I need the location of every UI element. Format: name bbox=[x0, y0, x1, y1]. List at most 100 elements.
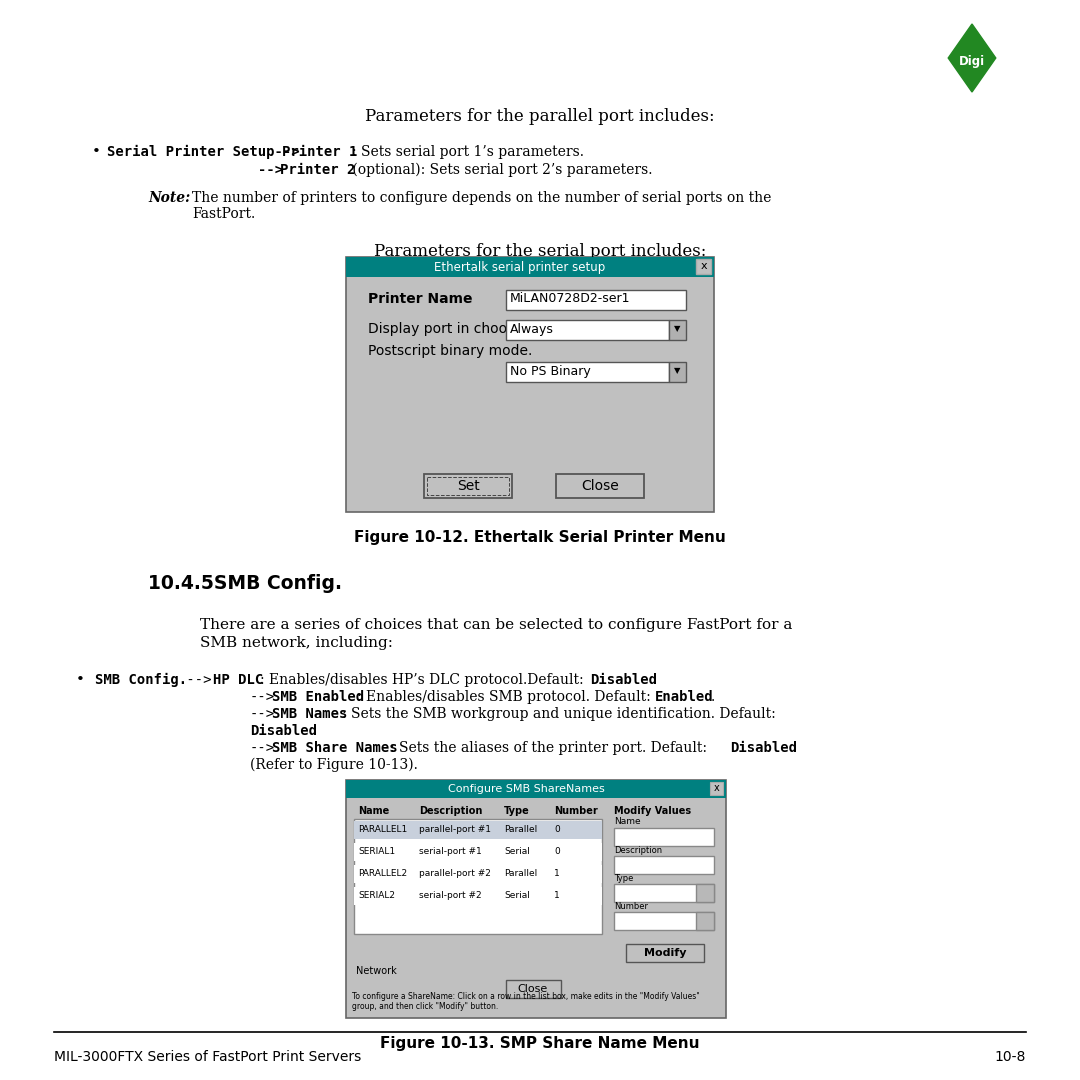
Bar bbox=[615, 912, 714, 930]
Text: Serial: Serial bbox=[504, 847, 530, 855]
Text: 1: 1 bbox=[554, 891, 559, 900]
Text: Description: Description bbox=[419, 806, 483, 816]
Text: ▼: ▼ bbox=[702, 918, 707, 924]
Text: ▼: ▼ bbox=[674, 324, 680, 334]
Text: No PS Binary: No PS Binary bbox=[510, 365, 591, 378]
Text: Parameters for the serial port includes:: Parameters for the serial port includes: bbox=[374, 243, 706, 260]
Polygon shape bbox=[948, 24, 996, 92]
Text: Type: Type bbox=[615, 874, 633, 883]
Text: -->: --> bbox=[249, 707, 275, 721]
Text: PARALLEL1: PARALLEL1 bbox=[357, 824, 407, 834]
Text: Serial: Serial bbox=[504, 891, 530, 900]
Bar bbox=[669, 320, 686, 340]
Bar bbox=[354, 843, 602, 861]
Text: Note:: Note: bbox=[148, 191, 190, 205]
Text: Postscript binary mode.: Postscript binary mode. bbox=[368, 345, 532, 357]
Bar bbox=[669, 362, 686, 382]
Text: Enabled: Enabled bbox=[654, 690, 714, 704]
Bar bbox=[354, 865, 602, 883]
Text: Figure 10-13. SMP Share Name Menu: Figure 10-13. SMP Share Name Menu bbox=[380, 1036, 700, 1051]
Text: : Sets the SMB workgroup and unique identification. Default:: : Sets the SMB workgroup and unique iden… bbox=[342, 707, 775, 721]
Text: Parallel: Parallel bbox=[504, 868, 537, 877]
Bar bbox=[354, 821, 602, 839]
Text: ▼: ▼ bbox=[674, 366, 680, 376]
Text: 0: 0 bbox=[554, 824, 559, 834]
Bar bbox=[507, 320, 669, 340]
Text: HP DLC: HP DLC bbox=[213, 673, 264, 687]
Bar bbox=[346, 780, 726, 798]
Bar bbox=[696, 912, 714, 930]
Text: SMB Names: SMB Names bbox=[272, 707, 348, 721]
Text: : Enables/disables HP’s DLC protocol.Default:: : Enables/disables HP’s DLC protocol.Def… bbox=[260, 673, 588, 687]
Text: Printer 1: Printer 1 bbox=[282, 145, 357, 159]
Text: Printer Name: Printer Name bbox=[368, 292, 473, 306]
Bar bbox=[556, 474, 644, 498]
Text: : Sets serial port 1’s parameters.: : Sets serial port 1’s parameters. bbox=[352, 145, 584, 159]
Text: Always: Always bbox=[510, 323, 554, 336]
Text: parallel-port #2: parallel-port #2 bbox=[419, 868, 491, 877]
Text: MiLAN0728D2-ser1: MiLAN0728D2-ser1 bbox=[510, 293, 631, 306]
Text: 10-8: 10-8 bbox=[995, 1050, 1026, 1064]
Text: Serial Printer Setup-->: Serial Printer Setup--> bbox=[107, 145, 299, 159]
Text: 0: 0 bbox=[554, 847, 559, 855]
Text: SERIAL2: SERIAL2 bbox=[357, 891, 395, 900]
Text: Configure SMB ShareNames: Configure SMB ShareNames bbox=[447, 784, 605, 794]
Bar bbox=[346, 780, 726, 1018]
Text: Disabled: Disabled bbox=[590, 673, 657, 687]
Text: -->: --> bbox=[249, 741, 275, 755]
Text: •: • bbox=[76, 673, 85, 687]
Bar bbox=[507, 291, 686, 310]
Text: Printer 2: Printer 2 bbox=[280, 163, 355, 177]
Text: There are a series of choices that can be selected to configure FastPort for a: There are a series of choices that can b… bbox=[200, 618, 793, 632]
Bar bbox=[507, 980, 561, 998]
Text: serial-port #1: serial-port #1 bbox=[419, 847, 482, 855]
Bar bbox=[710, 782, 723, 795]
Bar bbox=[354, 819, 602, 934]
Text: •: • bbox=[92, 145, 100, 159]
Text: .: . bbox=[653, 673, 658, 687]
Text: : Enables/disables SMB protocol. Default:: : Enables/disables SMB protocol. Default… bbox=[357, 690, 656, 704]
Bar bbox=[615, 885, 714, 902]
Text: SMB Config.: SMB Config. bbox=[95, 673, 187, 687]
Bar bbox=[615, 828, 714, 846]
Text: SMB Enabled: SMB Enabled bbox=[272, 690, 364, 704]
Text: PARALLEL2: PARALLEL2 bbox=[357, 868, 407, 877]
Text: Figure 10-12. Ethertalk Serial Printer Menu: Figure 10-12. Ethertalk Serial Printer M… bbox=[354, 530, 726, 545]
Text: .: . bbox=[711, 690, 715, 704]
Text: Ethertalk serial printer setup: Ethertalk serial printer setup bbox=[434, 260, 606, 273]
Text: 10.4.5SMB Config.: 10.4.5SMB Config. bbox=[148, 573, 342, 593]
Text: Disabled: Disabled bbox=[730, 741, 797, 755]
Text: : Sets the aliases of the printer port. Default:: : Sets the aliases of the printer port. … bbox=[390, 741, 712, 755]
Text: (optional): Sets serial port 2’s parameters.: (optional): Sets serial port 2’s paramet… bbox=[348, 163, 652, 177]
Text: parallel-port #1: parallel-port #1 bbox=[419, 824, 491, 834]
Bar bbox=[354, 887, 602, 905]
Bar bbox=[424, 474, 512, 498]
Text: Modify: Modify bbox=[644, 948, 686, 958]
Bar bbox=[626, 944, 704, 962]
Text: 1: 1 bbox=[554, 868, 559, 877]
Bar bbox=[615, 856, 714, 874]
Bar bbox=[427, 477, 509, 495]
Text: Close: Close bbox=[581, 480, 619, 492]
Text: MIL-3000FTX Series of FastPort Print Servers: MIL-3000FTX Series of FastPort Print Ser… bbox=[54, 1050, 361, 1064]
Text: Number: Number bbox=[554, 806, 597, 816]
Text: To configure a ShareName: Click on a row in the list box, make edits in the "Mod: To configure a ShareName: Click on a row… bbox=[352, 993, 700, 1001]
Text: Network: Network bbox=[356, 966, 396, 976]
Text: serial-port #2: serial-port #2 bbox=[419, 891, 482, 900]
Text: x: x bbox=[701, 261, 707, 271]
Text: SMB Share Names: SMB Share Names bbox=[272, 741, 397, 755]
Text: -->: --> bbox=[258, 163, 283, 177]
Text: Parameters for the parallel port includes:: Parameters for the parallel port include… bbox=[365, 108, 715, 125]
Text: ▼: ▼ bbox=[702, 890, 707, 896]
Text: Close: Close bbox=[518, 984, 549, 994]
Text: Modify Values: Modify Values bbox=[615, 806, 691, 816]
Text: Set: Set bbox=[457, 480, 480, 492]
Text: The number of printers to configure depends on the number of serial ports on the: The number of printers to configure depe… bbox=[192, 191, 771, 205]
Text: SMB network, including:: SMB network, including: bbox=[200, 636, 393, 650]
Bar bbox=[346, 257, 714, 512]
Text: Digi: Digi bbox=[959, 55, 985, 68]
Text: Number: Number bbox=[615, 902, 648, 912]
Bar bbox=[346, 257, 714, 276]
Text: -->: --> bbox=[178, 673, 220, 687]
Text: .: . bbox=[313, 724, 318, 738]
